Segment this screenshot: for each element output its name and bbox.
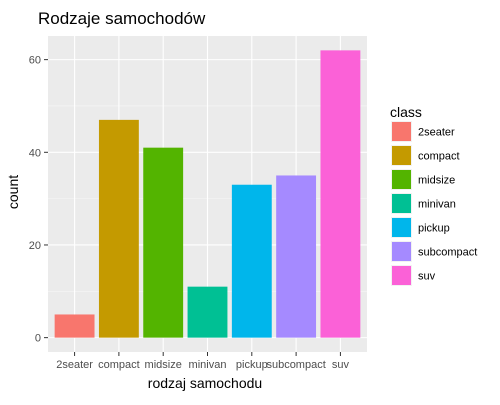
bar-subcompact xyxy=(276,175,317,338)
legend-label-suv: suv xyxy=(418,271,436,283)
legend-key-compact xyxy=(392,146,411,165)
bar-midsize xyxy=(143,147,184,338)
x-tick-label-minivan: minivan xyxy=(189,359,227,371)
x-tick-label-compact: compact xyxy=(98,359,140,371)
y-tick-label: 0 xyxy=(35,333,41,345)
chart-title: Rodzaje samochodów xyxy=(38,9,206,28)
x-tick-label-subcompact: subcompact xyxy=(266,359,325,371)
legend-title: class xyxy=(390,104,422,120)
legend-label-2seater: 2seater xyxy=(418,127,455,139)
y-tick-label: 60 xyxy=(29,55,41,67)
legend-key-suv xyxy=(392,266,411,285)
y-tick-label: 40 xyxy=(29,147,41,159)
x-tick-label-suv: suv xyxy=(332,359,350,371)
x-axis-label: rodzaj samochodu xyxy=(148,375,262,391)
legend-key-subcompact xyxy=(392,242,411,261)
legend-label-compact: compact xyxy=(418,151,460,163)
x-tick-label-midsize: midsize xyxy=(145,359,182,371)
legend-key-2seater xyxy=(392,122,411,141)
plot-panel xyxy=(48,36,367,352)
legend-key-midsize xyxy=(392,170,411,189)
legend-label-pickup: pickup xyxy=(418,223,450,235)
y-tick-label: 20 xyxy=(29,240,41,252)
bar-pickup xyxy=(231,184,272,338)
legend-label-midsize: midsize xyxy=(418,175,455,187)
x-tick-label-2seater: 2seater xyxy=(56,359,93,371)
bar-suv xyxy=(320,50,361,338)
x-tick-label-pickup: pickup xyxy=(236,359,268,371)
legend-key-pickup xyxy=(392,218,411,237)
bar-2seater xyxy=(54,314,95,338)
bar-compact xyxy=(98,119,139,338)
y-axis-label: count xyxy=(5,175,21,209)
legend-label-minivan: minivan xyxy=(418,199,456,211)
bar-minivan xyxy=(187,286,228,338)
legend-key-minivan xyxy=(392,194,411,213)
legend-label-subcompact: subcompact xyxy=(418,247,477,259)
